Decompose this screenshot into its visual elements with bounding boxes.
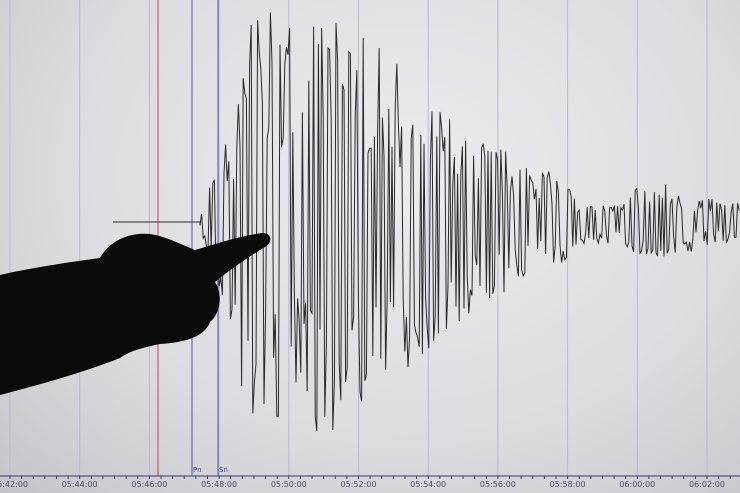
- pn-phase-label: Pn: [193, 466, 202, 474]
- time-tick-label: 05:42:00: [0, 480, 28, 489]
- time-tick-label: 05:56:00: [479, 480, 516, 489]
- time-tick-label: 05:50:00: [270, 480, 307, 489]
- time-tick-label: 05:44:00: [61, 480, 98, 489]
- grid-lines: [9, 0, 708, 476]
- sn-phase-label: Sn: [219, 466, 228, 474]
- time-tick-label: 06:00:00: [619, 480, 656, 489]
- time-tick-label: 05:58:00: [549, 480, 586, 489]
- time-tick-label: 05:52:00: [340, 480, 377, 489]
- hand-silhouette: [0, 233, 271, 395]
- seismic-waveform: [113, 12, 740, 432]
- time-tick-label: 05:54:00: [410, 480, 447, 489]
- axis-ticks: [9, 476, 731, 479]
- time-tick-label: 05:46:00: [131, 480, 168, 489]
- time-tick-label: 05:48:00: [201, 480, 238, 489]
- time-tick-label: 06:02:00: [689, 480, 725, 489]
